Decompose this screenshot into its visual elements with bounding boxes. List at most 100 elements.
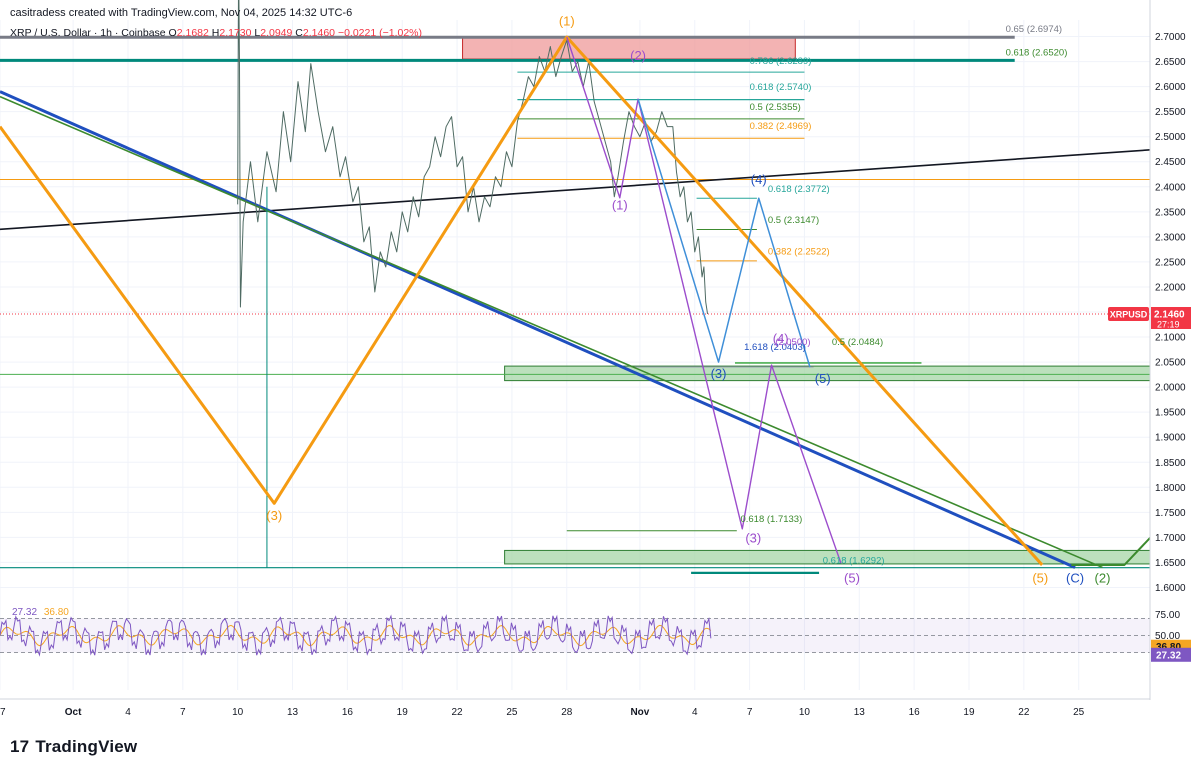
- fib-label: 0.618 (1.7133): [740, 514, 802, 525]
- y-tick-label: 2.2500: [1155, 257, 1186, 268]
- fib-label: 0.5 (2.3147): [768, 215, 819, 226]
- x-tick-label: 19: [397, 707, 409, 718]
- symbol-legend: XRP / U.S. Dollar · 1h · Coinbase O2.168…: [10, 27, 422, 39]
- x-tick-label: 16: [342, 707, 354, 718]
- wave-label: (2): [1095, 571, 1111, 586]
- x-tick-label: 19: [963, 707, 975, 718]
- rsi-ma-value: 36.80: [43, 607, 69, 618]
- tradingview-logo[interactable]: 17 TradingView: [10, 737, 137, 757]
- y-tick-label: 1.7000: [1155, 533, 1186, 544]
- symbol-name: XRP / U.S. Dollar · 1h · Coinbase: [10, 27, 166, 39]
- wave-blue: [637, 98, 811, 368]
- wave-label: (1): [559, 14, 575, 29]
- ohlc-o-label: O: [168, 27, 177, 39]
- symbol-badge-text: XRPUSD: [1110, 310, 1148, 320]
- fib-label: 0.618 (2.3772): [768, 184, 830, 195]
- wave-label: (2): [630, 48, 646, 63]
- wave-label: (1): [612, 197, 628, 212]
- x-tick-label: 13: [287, 707, 299, 718]
- ohlc-close: 2.1460: [302, 27, 336, 39]
- x-tick-label: 16: [909, 707, 921, 718]
- y-tick-label: 2.0000: [1155, 383, 1186, 394]
- ohlc-l-label: L: [254, 27, 261, 39]
- y-tick-label: 1.9000: [1155, 433, 1186, 444]
- x-tick-label: Nov: [630, 707, 649, 718]
- fib-label: 0.382 (2.2522): [768, 246, 830, 257]
- price-axis-bg: [1150, 0, 1200, 710]
- fib-label: 0.5 (2.0484): [832, 337, 883, 348]
- x-tick-label: 10: [799, 707, 811, 718]
- x-tick-label: 10: [232, 707, 244, 718]
- wave-paths: [0, 35, 1200, 566]
- rsi-legend: 27.32 36.80: [12, 607, 69, 618]
- fib-label: 1.618 (2.0403): [744, 342, 806, 353]
- x-tick-label: 22: [1018, 707, 1030, 718]
- x-tick-label: 27: [0, 707, 6, 718]
- symbol-badge: [1108, 307, 1149, 322]
- wave-label: (C): [1066, 571, 1084, 586]
- tradingview-logo-icon: 17: [10, 737, 30, 756]
- x-tick-label: 28: [561, 707, 573, 718]
- price-badge-text: 2.1460: [1154, 310, 1185, 321]
- trendline-black: [0, 145, 1200, 231]
- y-tick-label: 2.4000: [1155, 182, 1186, 193]
- price-line: [237, 0, 709, 315]
- wave-label: (3): [711, 366, 727, 381]
- y-tick-label: 2.3000: [1155, 232, 1186, 243]
- y-tick-label: 2.0500: [1155, 358, 1186, 369]
- y-tick-label: 2.5000: [1155, 132, 1186, 143]
- y-tick-label: 1.6500: [1155, 558, 1186, 569]
- fib-label: (2.0500): [775, 337, 810, 348]
- x-tick-label: 25: [506, 707, 518, 718]
- price-series: [237, 0, 709, 568]
- ohlc-change: −0.0221 (−1.02%): [337, 27, 422, 39]
- rsi-value: 27.32: [12, 607, 38, 618]
- fib-label: 0.618 (2.5740): [750, 82, 812, 93]
- fib-label: 0.618 (2.6520): [1006, 48, 1068, 59]
- y-tick-label: 2.5500: [1155, 107, 1186, 118]
- fib-levels: [0, 35, 1200, 574]
- fib-label: 0.786 (2.6289): [750, 56, 812, 67]
- x-tick-label: 7: [180, 707, 186, 718]
- grid: [0, 20, 1150, 690]
- rsi-line: [0, 614, 712, 657]
- x-tick-label: 4: [125, 707, 131, 718]
- rsi-pane: [0, 614, 1150, 657]
- rsi-ma-line: [0, 624, 712, 647]
- y-tick-label: 1.9500: [1155, 408, 1186, 419]
- support-zone-lower: [504, 549, 1200, 565]
- price-badge: [1151, 307, 1191, 330]
- ohlc-low: 2.0949: [260, 27, 293, 39]
- x-tick-label: 25: [1073, 707, 1085, 718]
- rsi-badge-text: 27.32: [1156, 650, 1181, 661]
- ohlc-h-label: H: [211, 27, 220, 39]
- wave-purple: [566, 36, 842, 564]
- support-zone-upper: [504, 365, 1200, 382]
- x-tick-label: 7: [747, 707, 753, 718]
- rsi-tick-label: 75.00: [1155, 610, 1180, 621]
- axes: 2.7000 2.6500 2.6000 2.5500 2.5000 2.4500 2.40…: [0, 0, 1200, 718]
- y-tick-label: 2.6000: [1155, 82, 1186, 93]
- trendlines: [0, 90, 1200, 569]
- x-tick-label: 22: [452, 707, 464, 718]
- ohlc-high: 2.1730: [219, 27, 252, 39]
- trendline-blue: [0, 90, 1076, 569]
- wave-label: (4): [773, 331, 789, 346]
- fib-label: 0.65 (2.6974): [1006, 24, 1063, 35]
- wave-green: [1071, 483, 1200, 566]
- wave-label: (5): [844, 571, 860, 586]
- x-tick-label: 13: [854, 707, 866, 718]
- y-tick-label: 1.8500: [1155, 458, 1186, 469]
- fib-label: 0.618 (1.6292): [823, 556, 885, 567]
- fib-label: 0.382 (2.4969): [750, 121, 812, 132]
- wave-label: (4): [751, 172, 767, 187]
- x-tick-label: Oct: [65, 707, 82, 718]
- rsi-ma-badge-text: 36.80: [1156, 642, 1181, 653]
- ohlc-open: 2.1682: [176, 27, 209, 39]
- y-tick-label: 2.7000: [1155, 32, 1186, 43]
- x-tick-label: 4: [692, 707, 698, 718]
- fib-label: 0.5 (2.5355): [750, 102, 801, 113]
- chart-text: 0.65 (2.6974) 0.618 (2.6520) 0.786 (2.6289…: [266, 14, 1111, 586]
- countdown-text: 27:19: [1157, 320, 1180, 330]
